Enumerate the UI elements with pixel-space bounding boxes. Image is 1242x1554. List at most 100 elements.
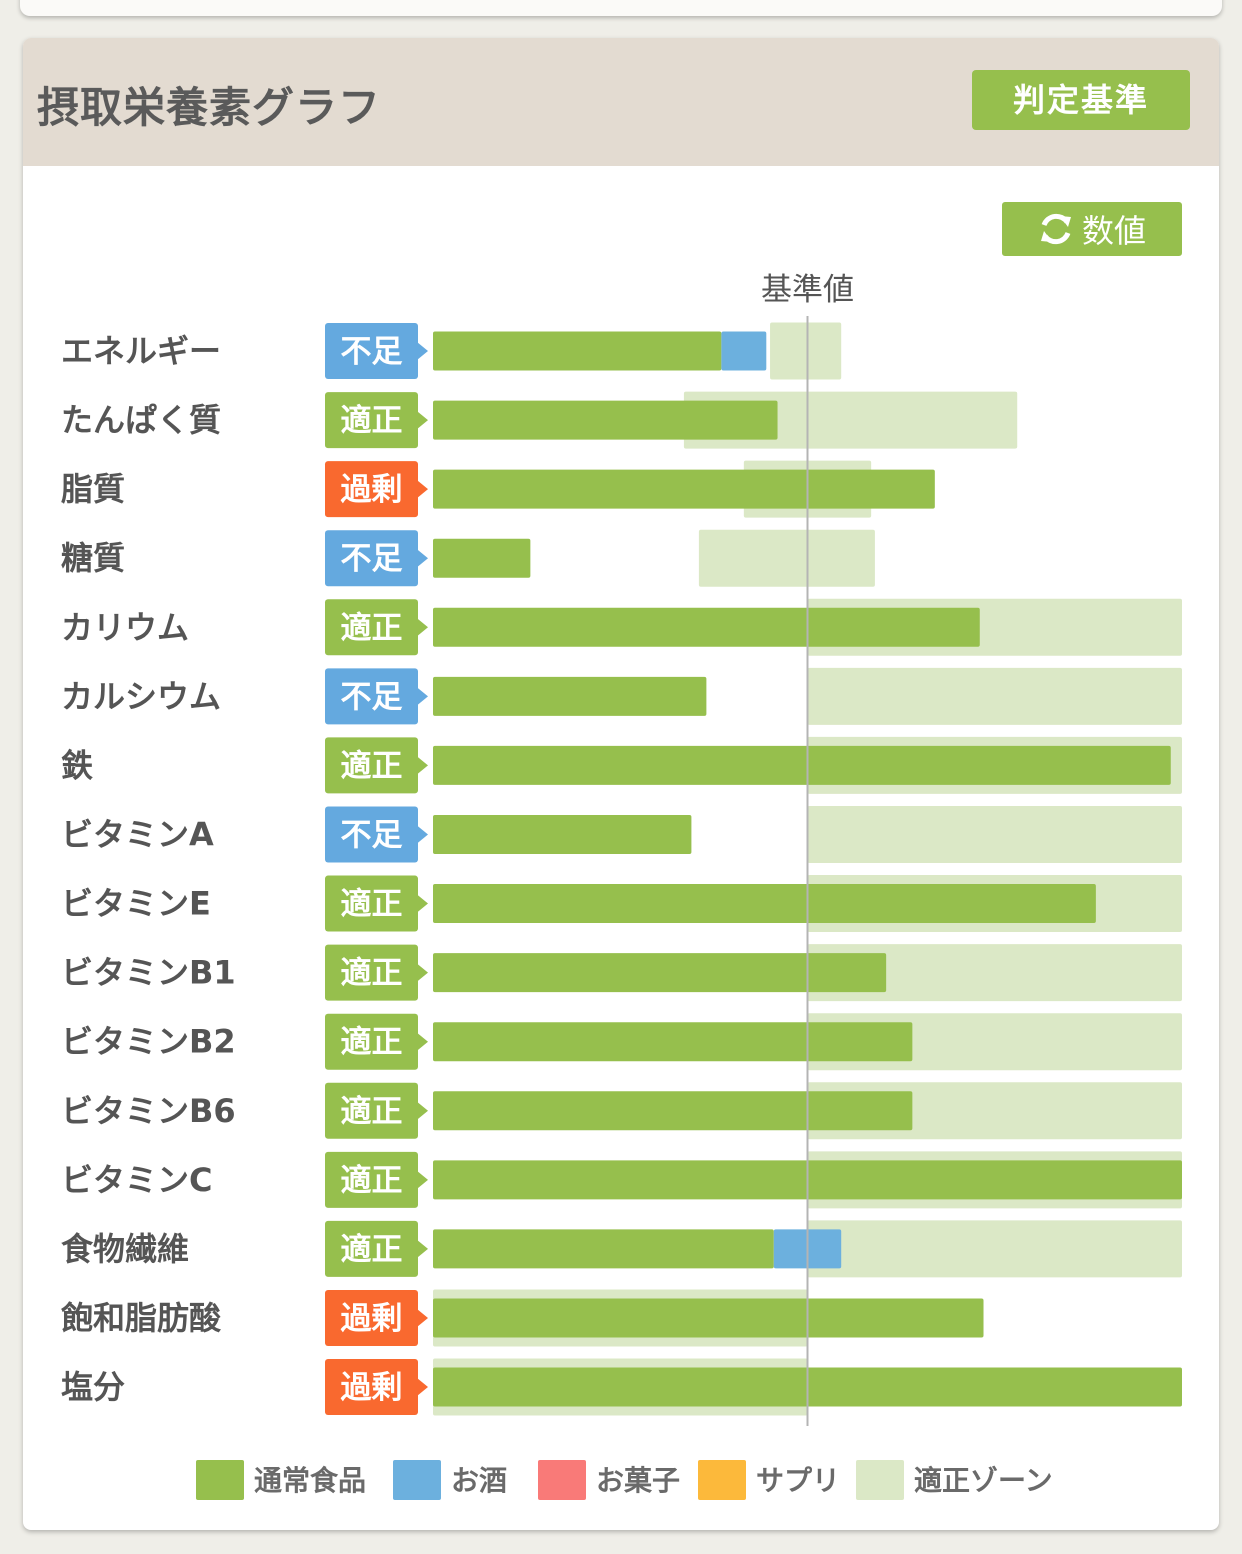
- status-badge-arrow: [417, 756, 428, 775]
- legend-label: 適正ゾーン: [914, 1464, 1053, 1497]
- adequate-zone: [807, 805, 1182, 863]
- status-badge: [325, 668, 418, 725]
- nutrient-label: 塩分: [61, 1368, 125, 1406]
- legend-label: お酒: [451, 1464, 507, 1497]
- adequate-zone: [807, 1220, 1182, 1278]
- value-toggle-button[interactable]: 数値: [1002, 202, 1182, 256]
- intake-bar-segment: [433, 607, 980, 647]
- nutrient-label: カルシウム: [61, 677, 221, 715]
- status-badge: [325, 530, 418, 587]
- adequate-zone: [807, 944, 1182, 1002]
- legend-label: お菓子: [596, 1464, 680, 1497]
- nutrient-label: 脂質: [61, 470, 125, 508]
- status-badge-arrow: [417, 411, 428, 430]
- status-badge: [325, 1220, 418, 1277]
- status-badge: [325, 1151, 418, 1208]
- legend-label: 通常食品: [254, 1464, 366, 1497]
- status-badge-label: 過剰: [341, 472, 403, 508]
- status-badge: [325, 323, 418, 379]
- legend-label: サプリ: [756, 1464, 840, 1497]
- status-badge-label: 適正: [341, 1025, 403, 1061]
- status-badge: [325, 875, 418, 932]
- nutrient-label: ビタミンA: [61, 815, 214, 853]
- intake-bar-segment: [433, 814, 692, 854]
- status-badge: [325, 599, 418, 656]
- legend-swatch: [393, 1460, 441, 1500]
- status-badge: [325, 1013, 418, 1070]
- status-badge-label: 適正: [341, 403, 403, 439]
- status-badge: [325, 392, 418, 449]
- intake-bar-segment: [433, 538, 531, 578]
- intake-bar-segment: [433, 469, 935, 509]
- nutrient-label: ビタミンB2: [61, 1023, 236, 1061]
- nutrient-label: カリウム: [61, 608, 189, 646]
- status-badge: [325, 1359, 418, 1416]
- status-badge: [325, 1082, 418, 1139]
- status-badge-label: 過剰: [341, 1370, 403, 1406]
- previous-card: [20, 0, 1222, 16]
- status-badge-arrow: [417, 825, 428, 844]
- nutrient-label: ビタミンE: [61, 885, 211, 923]
- status-badge-label: 不足: [341, 334, 403, 370]
- status-badge: [325, 1289, 418, 1346]
- status-badge-label: 不足: [341, 817, 403, 853]
- status-badge-arrow: [417, 480, 428, 499]
- status-badge-arrow: [417, 963, 428, 982]
- intake-bar-segment: [433, 884, 1096, 924]
- status-badge-arrow: [417, 1032, 428, 1051]
- intake-bar-segment: [433, 1298, 984, 1338]
- intake-bar-segment: [433, 745, 1171, 785]
- nutrient-bar-chart: 基準値エネルギー 不足たんぱく質 適正脂質 過剰糖質 不足カリウム 適正カルシウム 不足鉄適…: [61, 272, 1182, 1500]
- intake-bar-segment: [433, 400, 778, 440]
- status-badge-arrow: [417, 1170, 428, 1189]
- legend-swatch: [538, 1460, 586, 1500]
- nutrient-label: 糖質: [61, 539, 125, 577]
- status-badge-label: 適正: [341, 1232, 403, 1268]
- intake-bar-segment: [433, 676, 707, 716]
- status-badge-arrow: [417, 342, 428, 360]
- status-badge-arrow: [417, 1239, 428, 1258]
- status-badge-arrow: [417, 894, 428, 913]
- card-header: 摂取栄養素グラフ 判定基準: [23, 38, 1219, 166]
- adequate-zone: [698, 529, 875, 587]
- status-badge-label: 不足: [341, 541, 403, 577]
- status-badge-label: 不足: [341, 679, 403, 715]
- refresh-icon: [1040, 213, 1071, 245]
- intake-bar-segment: [433, 1091, 913, 1131]
- card-title: 摂取栄養素グラフ: [37, 83, 382, 132]
- status-badge: [325, 461, 418, 518]
- status-badge-arrow: [417, 618, 428, 637]
- status-badge-label: 適正: [341, 748, 403, 784]
- status-badge-arrow: [417, 687, 428, 706]
- nutrient-label: エネルギー: [61, 332, 221, 370]
- adequate-zone: [770, 322, 842, 380]
- reference-value-label: 基準値: [761, 272, 854, 308]
- status-badge: [325, 944, 418, 1001]
- status-badge-label: 適正: [341, 1163, 403, 1199]
- nutrient-label: ビタミンB1: [61, 954, 236, 992]
- nutrient-label: 食物繊維: [61, 1230, 189, 1268]
- nutrient-label: ビタミンB6: [61, 1092, 236, 1130]
- legend-swatch: [698, 1460, 746, 1500]
- intake-bar-segment: [721, 331, 767, 371]
- intake-bar-segment: [433, 331, 722, 371]
- legend-swatch: [856, 1460, 904, 1500]
- nutrient-label: 飽和脂肪酸: [61, 1299, 222, 1337]
- legend-swatch: [196, 1460, 244, 1500]
- status-badge-label: 適正: [341, 610, 403, 646]
- adequate-zone: [807, 667, 1182, 725]
- intake-bar-segment: [433, 953, 887, 993]
- status-badge-arrow: [417, 1308, 428, 1327]
- nutrient-label: 鉄: [61, 746, 93, 784]
- status-badge-arrow: [417, 549, 428, 568]
- status-badge: [325, 806, 418, 863]
- criteria-button[interactable]: 判定基準: [972, 70, 1190, 130]
- status-badge-label: 適正: [341, 1094, 403, 1130]
- status-badge-label: 適正: [341, 956, 403, 992]
- intake-bar-segment: [433, 1229, 774, 1269]
- value-toggle-label: 数値: [1081, 212, 1146, 250]
- intake-bar-segment: [433, 1022, 913, 1062]
- status-badge: [325, 737, 418, 794]
- status-badge-arrow: [417, 1101, 428, 1120]
- nutrient-label: たんぱく質: [61, 401, 221, 439]
